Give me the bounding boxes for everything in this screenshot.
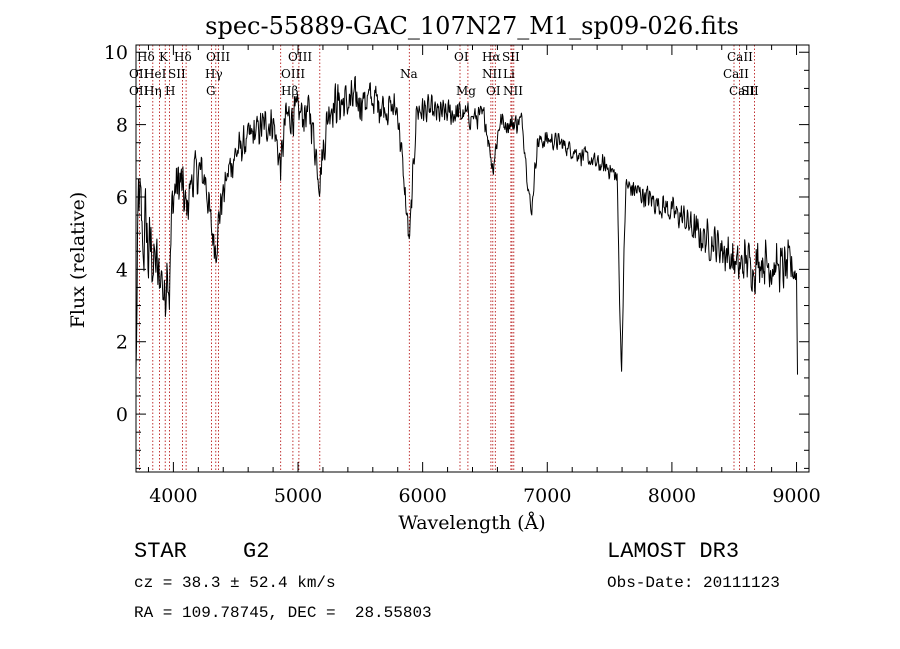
x-tick-label: 4000 bbox=[149, 485, 197, 507]
x-tick-label: 7000 bbox=[523, 485, 571, 507]
y-tick-label: 0 bbox=[116, 404, 128, 426]
x-tick-label: 9000 bbox=[772, 485, 820, 507]
spectral-line-label: Hβ bbox=[281, 84, 298, 98]
redshift-velocity: cz = 38.3 ± 52.4 km/s bbox=[134, 574, 336, 592]
spectral-line-label: Hα bbox=[482, 50, 501, 64]
spectral-line-label: OI bbox=[454, 50, 469, 64]
spectral-line-label: OIII bbox=[281, 67, 305, 81]
sky-coordinates: RA = 109.78745, DEC = 28.55803 bbox=[134, 604, 432, 622]
observation-date: Obs-Date: 20111123 bbox=[607, 574, 780, 592]
spectral-line-label: CaII bbox=[729, 84, 755, 98]
survey-name: LAMOST DR3 bbox=[607, 539, 740, 564]
object-type: STAR bbox=[134, 539, 187, 564]
spectrum-line bbox=[135, 75, 798, 375]
spectral-line-markers bbox=[138, 45, 755, 472]
spectral-line-label: Na bbox=[400, 67, 418, 81]
spectral-line-label: H bbox=[165, 84, 175, 98]
spectral-line-label: OII bbox=[129, 84, 149, 98]
spectral-line-label: OII bbox=[129, 67, 149, 81]
spectral-line-label: Hη bbox=[144, 84, 162, 98]
spectral-line-label: HeI bbox=[144, 67, 167, 81]
spectral-line-label: SII bbox=[502, 50, 520, 64]
x-axis: 4000 5000 6000 7000 8000 9000 bbox=[147, 45, 821, 507]
y-tick-label: 2 bbox=[116, 332, 128, 354]
x-tick-label: 8000 bbox=[648, 485, 696, 507]
spectral-line-label: Hγ bbox=[205, 67, 223, 81]
x-tick-label: 6000 bbox=[398, 485, 446, 507]
spectral-line-label: K bbox=[159, 50, 169, 64]
y-tick-label: 10 bbox=[104, 42, 128, 64]
spectral-subclass: G2 bbox=[243, 539, 270, 564]
spectral-line-label: Hδ bbox=[137, 50, 155, 64]
y-tick-label: 8 bbox=[116, 115, 128, 137]
chart-title: spec-55889-GAC_107N27_M1_sp09-026.fits bbox=[205, 12, 739, 40]
y-axis-label: Flux (relative) bbox=[67, 192, 89, 329]
spectral-line-label: Mg bbox=[456, 84, 476, 98]
y-axis: 0 2 4 6 8 10 bbox=[104, 42, 809, 469]
spectral-line-label: SII bbox=[168, 67, 186, 81]
spectral-line-label: CaII bbox=[727, 50, 753, 64]
spectral-line-label: OI bbox=[486, 84, 501, 98]
spectral-line-label: Li bbox=[503, 67, 515, 81]
spectral-line-label: NII bbox=[482, 67, 502, 81]
spectral-line-label: Hδ bbox=[174, 50, 192, 64]
spectral-line-label: G bbox=[206, 84, 216, 98]
x-axis-label: Wavelength (Å) bbox=[398, 512, 545, 534]
x-tick-label: 5000 bbox=[274, 485, 322, 507]
y-tick-label: 4 bbox=[116, 259, 128, 281]
y-tick-label: 6 bbox=[116, 187, 128, 209]
spectral-line-label: OIII bbox=[288, 50, 312, 64]
spectral-line-label: OIII bbox=[206, 50, 230, 64]
spectral-line-label: NII bbox=[503, 84, 523, 98]
spectral-line-label: SII bbox=[741, 84, 759, 98]
spectral-line-label: CaII bbox=[723, 67, 749, 81]
